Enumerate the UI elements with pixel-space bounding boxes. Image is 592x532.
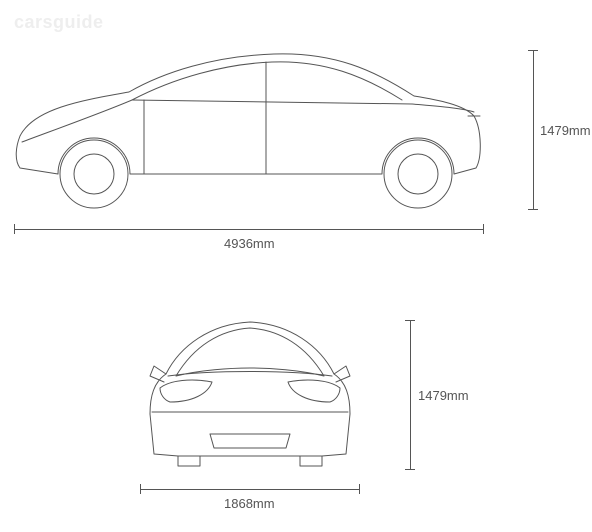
dim-tick [140, 484, 141, 494]
front-width-dim-line [140, 489, 360, 490]
side-length-dim-line [14, 229, 484, 230]
dim-tick [405, 320, 415, 321]
dim-tick [483, 224, 484, 234]
car-front-outline [140, 316, 360, 476]
watermark: carsguide [14, 12, 104, 33]
side-view [14, 50, 484, 210]
front-height-label: 1479mm [418, 388, 469, 403]
dim-tick [528, 50, 538, 51]
dim-tick [405, 469, 415, 470]
dim-tick [359, 484, 360, 494]
dim-tick [14, 224, 15, 234]
front-width-label: 1868mm [224, 496, 275, 511]
front-view [140, 316, 360, 476]
side-height-dim-line [533, 50, 534, 210]
dim-tick [528, 209, 538, 210]
side-height-label: 1479mm [540, 123, 591, 138]
side-length-label: 4936mm [224, 236, 275, 251]
front-height-dim-line [410, 320, 411, 470]
car-side-outline [14, 50, 484, 210]
